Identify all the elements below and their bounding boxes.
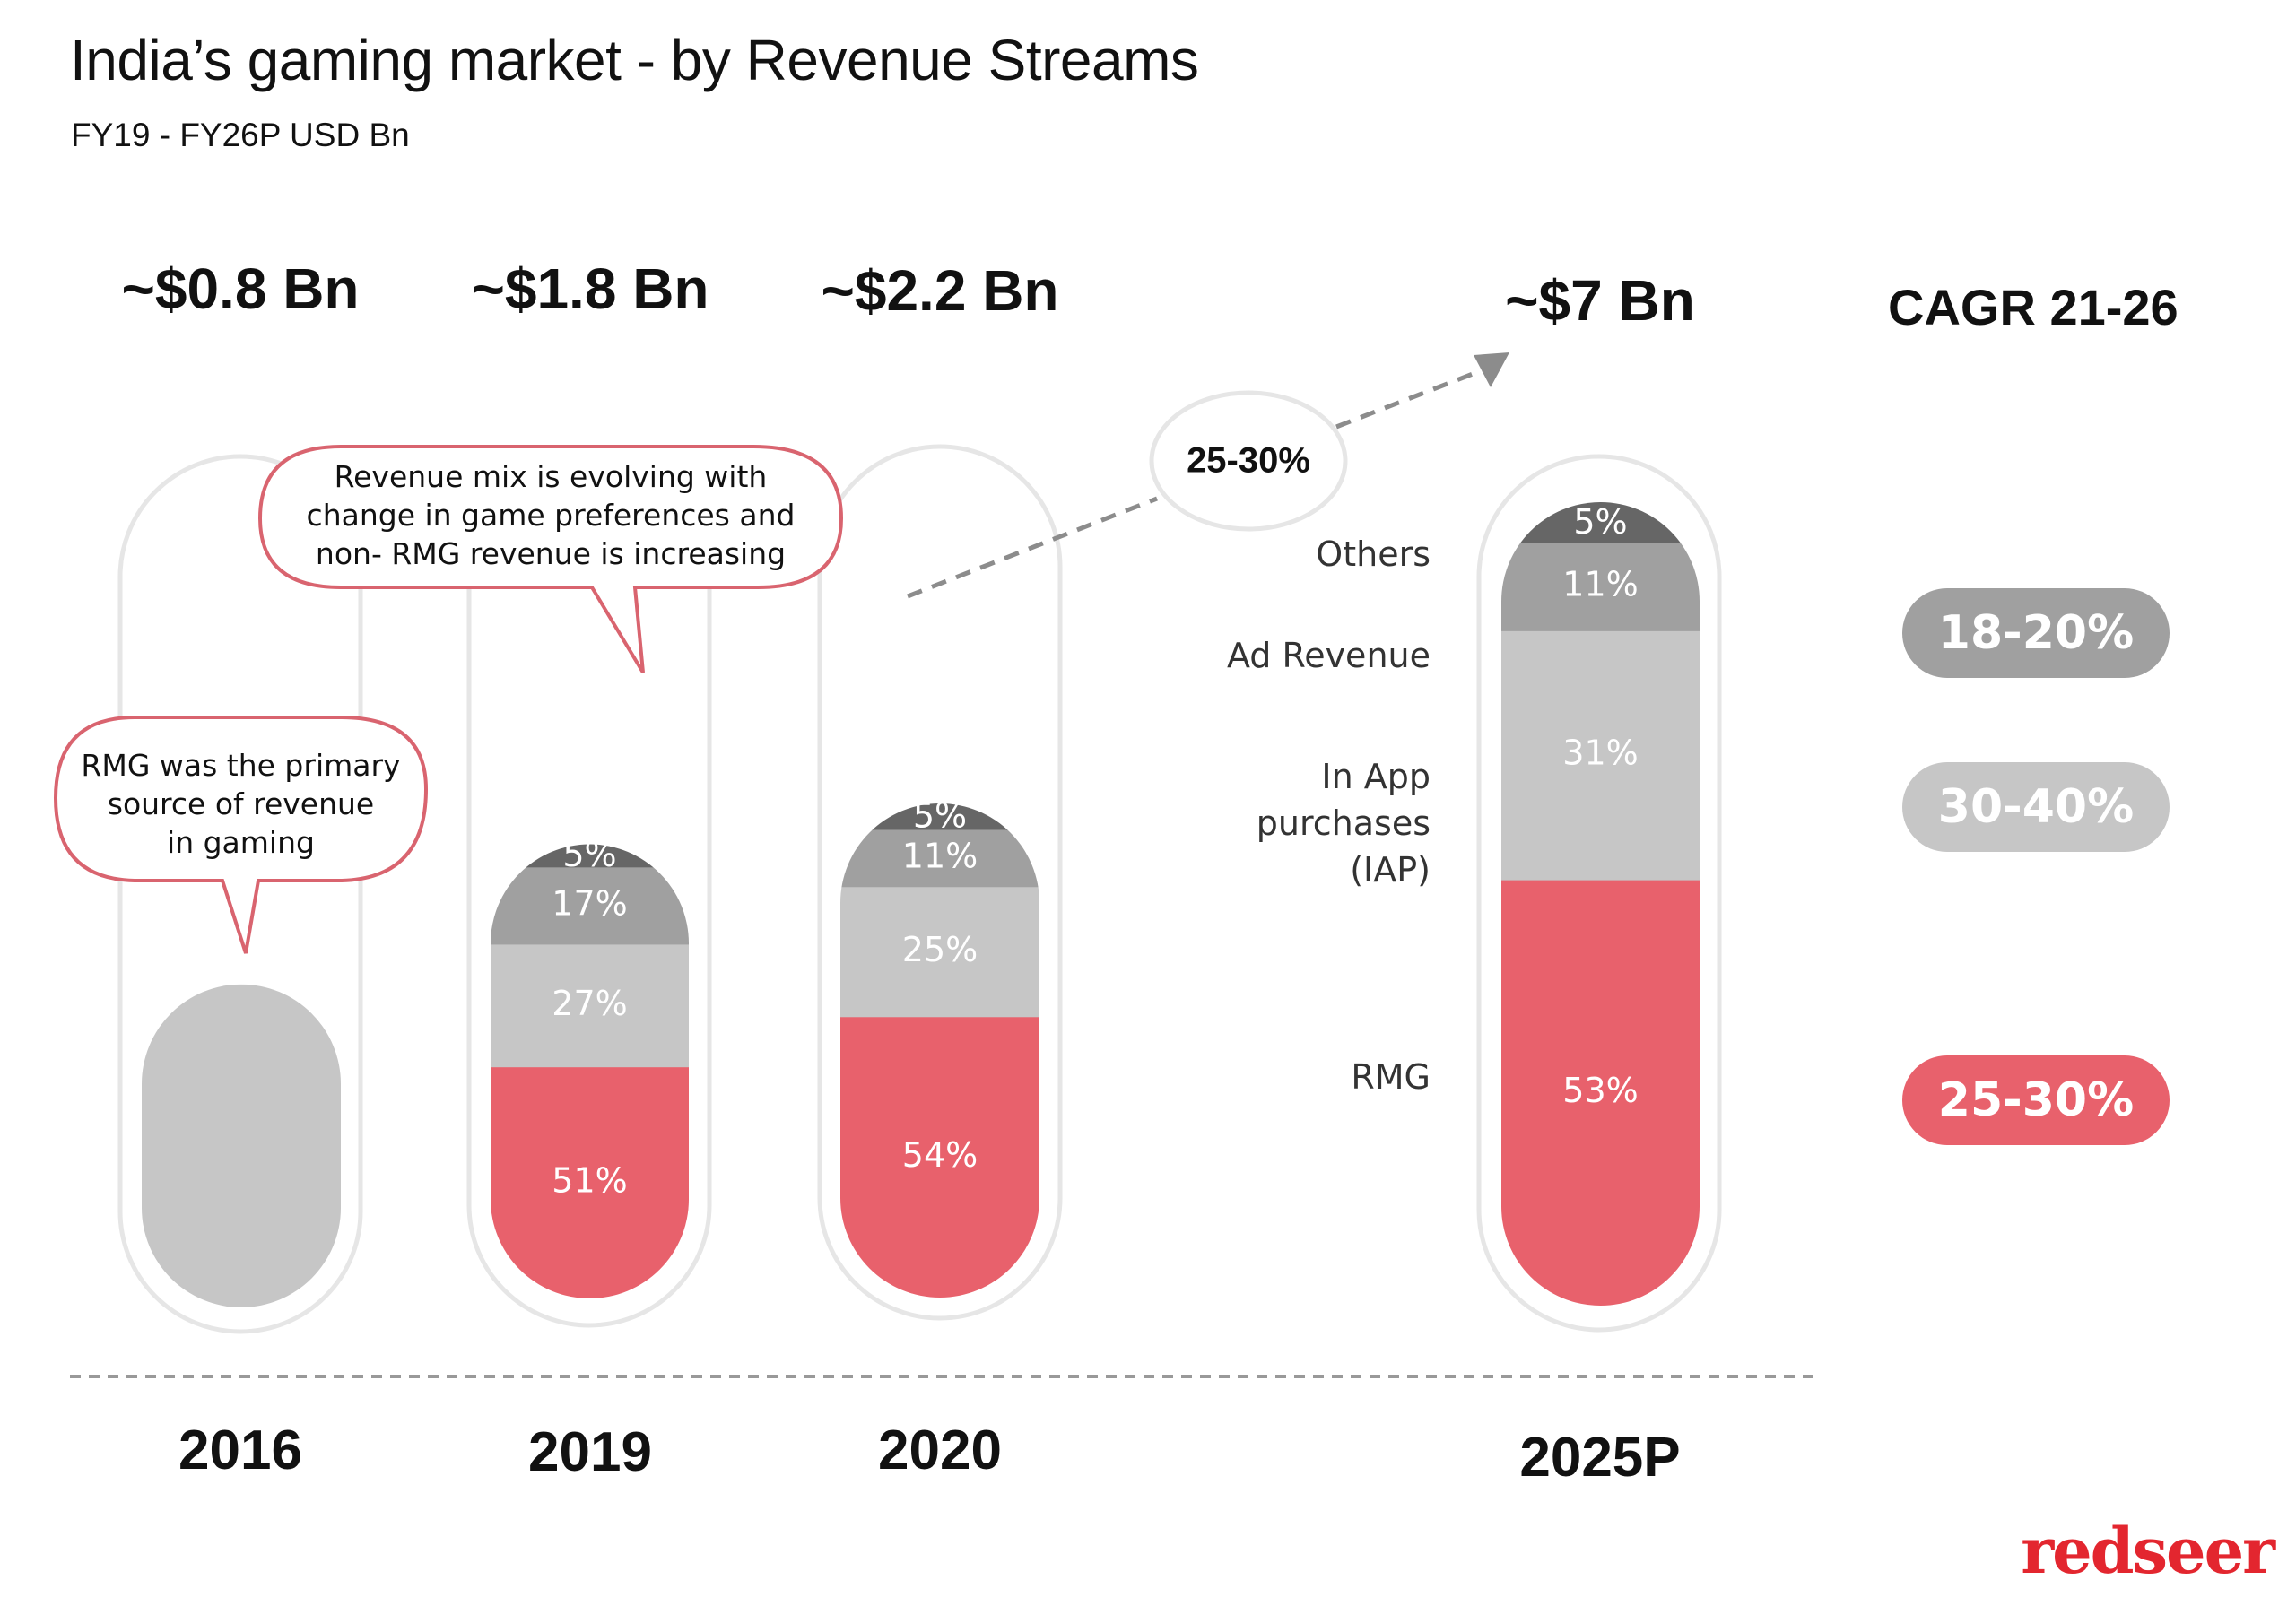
callout-line: in gaming <box>167 825 315 860</box>
callout-rmg-primary <box>53 716 429 954</box>
cagr-heading: CAGR 21-26 <box>1888 279 2179 335</box>
year-label-2025p: 2025P <box>1519 1427 1681 1489</box>
bar-segment-iap-2020 <box>840 886 1039 1018</box>
segment-label-others-2019: 5% <box>562 835 616 874</box>
bar-segment-total-2016 <box>142 984 341 1307</box>
callout-line: Revenue mix is evolving with <box>334 459 768 494</box>
cagr-pill-rmg: 25-30% <box>1902 1055 2170 1145</box>
total-label-2019: ~$1.8 Bn <box>471 256 709 321</box>
stacked-bar-2016 <box>142 984 341 1307</box>
legend-iap-line: purchases <box>1256 803 1431 843</box>
growth-label: 25-30% <box>1187 441 1310 481</box>
total-label-2016: ~$0.8 Bn <box>121 256 360 321</box>
growth-arrow-dash-1 <box>907 496 1158 599</box>
stacked-bar-2025P <box>1501 502 1700 1306</box>
segment-label-others-2020: 5% <box>913 795 967 835</box>
callout-bubble-shape <box>257 445 844 674</box>
bar-segment-ad-revenue-2020 <box>840 829 1039 888</box>
segment-label-ad-revenue-2019: 17% <box>552 883 627 923</box>
segment-label-iap-2019: 27% <box>552 984 627 1023</box>
legend-ad-revenue: Ad Revenue <box>1226 636 1431 675</box>
bar-segment-ad-revenue-2025P <box>1501 542 1700 631</box>
callout-mix-evolving <box>257 445 844 674</box>
year-label-2020: 2020 <box>878 1420 1002 1481</box>
year-label-2019: 2019 <box>528 1421 652 1483</box>
chart-title: India’s gaming market - by Revenue Strea… <box>70 28 1199 92</box>
total-label-2020: ~$2.2 Bn <box>821 258 1059 323</box>
callout-bubble-shape <box>53 716 429 954</box>
legend-others: Others <box>1316 534 1431 574</box>
growth-arrow: 25-30% <box>907 352 1509 599</box>
segment-label-rmg-2019: 51% <box>552 1160 627 1200</box>
segment-label-rmg-2020: 54% <box>902 1135 978 1175</box>
cagr-pill-ad-revenue: 18-20% <box>1902 588 2170 678</box>
year-label-2016: 2016 <box>178 1420 302 1481</box>
arrowhead-icon <box>1474 352 1509 387</box>
callout-line: change in game preferences and <box>306 498 796 533</box>
legend-rmg: RMG <box>1351 1057 1431 1097</box>
chart-subtitle: FY19 - FY26P USD Bn <box>71 117 410 153</box>
bar-segment-rmg-2025P <box>1501 880 1700 1306</box>
segment-label-ad-revenue-2020: 11% <box>902 836 978 875</box>
segment-label-others-2025P: 5% <box>1573 502 1627 542</box>
legend-iap-line: In App <box>1321 757 1431 796</box>
callout-line: source of revenue <box>107 786 375 821</box>
redseer-logo: redseer <box>2021 1514 2275 1588</box>
segment-label-ad-revenue-2025P: 11% <box>1562 565 1638 604</box>
bar-segment-rmg-2019 <box>491 1066 689 1298</box>
bar-segment-iap-2025P <box>1501 630 1700 881</box>
growth-arrow-dash-2 <box>1335 365 1490 430</box>
legend-iap-line: (IAP) <box>1350 850 1431 890</box>
segment-label-iap-2025P: 31% <box>1562 734 1638 773</box>
stacked-bar-2019 <box>491 844 689 1298</box>
segment-label-iap-2020: 25% <box>902 930 978 969</box>
cagr-pill-iap: 30-40% <box>1902 762 2170 852</box>
growth-ellipse <box>1149 390 1348 532</box>
bar-segment-rmg-2020 <box>840 1016 1039 1298</box>
bar-segment-iap-2019 <box>491 943 689 1068</box>
total-label-2025p: ~$7 Bn <box>1505 268 1695 333</box>
callout-line: RMG was the primary <box>81 748 401 783</box>
bar-segment-ad-revenue-2019 <box>491 866 689 945</box>
callout-rmg-primary-text: RMG was the primary source of revenue in… <box>56 746 426 862</box>
stacked-bar-2020 <box>840 803 1039 1298</box>
callout-line: non- RMG revenue is increasing <box>315 536 787 571</box>
callout-mix-evolving-text: Revenue mix is evolving with change in g… <box>260 457 841 573</box>
legend-iap: In App purchases (IAP) <box>1161 753 1431 893</box>
segment-label-rmg-2025P: 53% <box>1562 1071 1638 1110</box>
